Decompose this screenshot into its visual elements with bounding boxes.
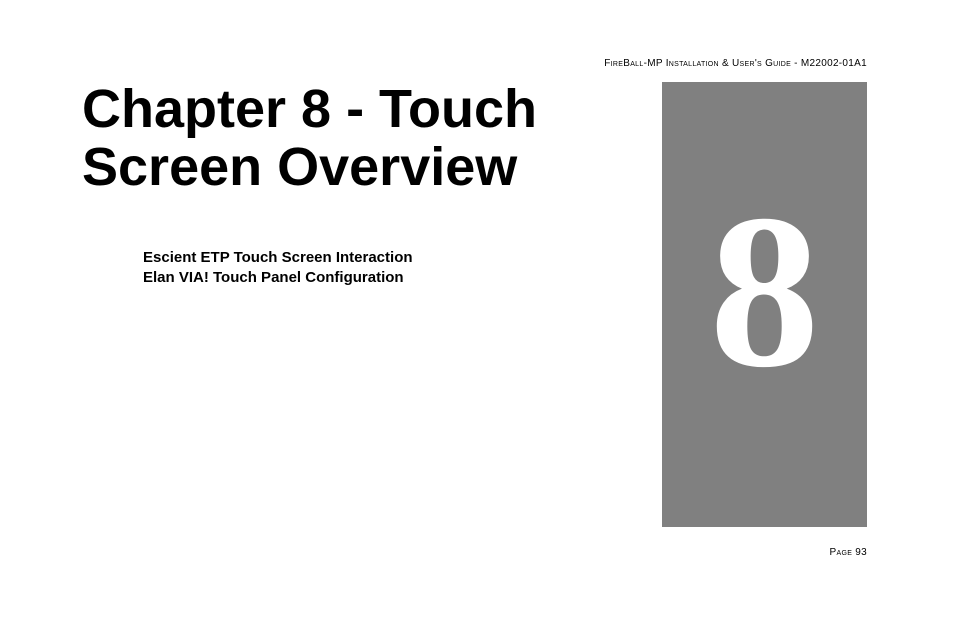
chapter-title: Chapter 8 - Touch Screen Overview xyxy=(82,80,642,197)
page-footer: Page 93 xyxy=(830,547,867,558)
chapter-number-block: 8 xyxy=(662,82,867,527)
chapter-number: 8 xyxy=(710,181,820,401)
subtopic-line-1: Escient ETP Touch Screen Interaction xyxy=(143,248,413,268)
subtopic-line-2: Elan VIA! Touch Panel Configuration xyxy=(143,268,413,288)
running-header: FireBall-MP Installation & User's Guide … xyxy=(604,58,867,69)
document-page: FireBall-MP Installation & User's Guide … xyxy=(0,0,954,618)
chapter-subtopics: Escient ETP Touch Screen Interaction Ela… xyxy=(143,248,413,289)
